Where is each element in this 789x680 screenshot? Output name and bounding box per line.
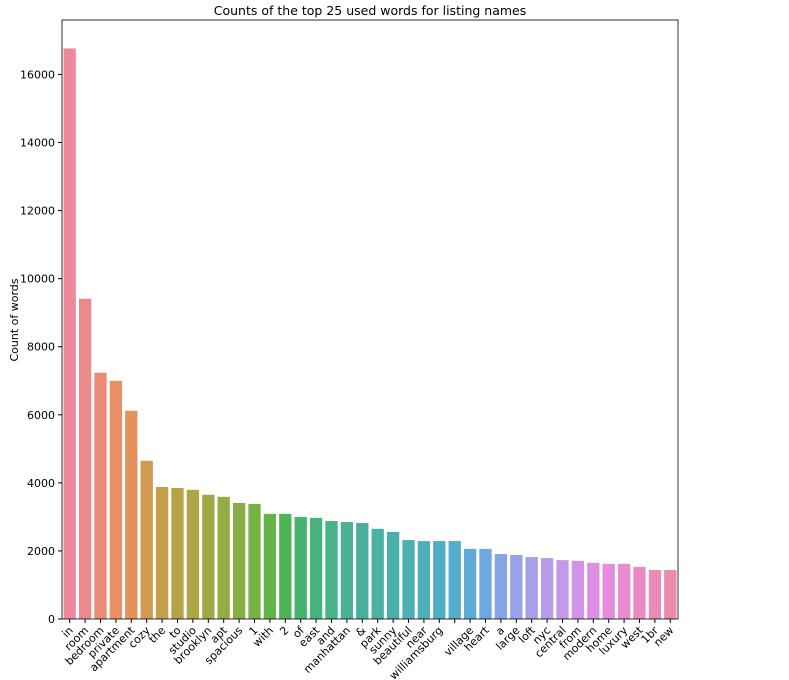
bar bbox=[402, 540, 415, 619]
y-tick-label: 10000 bbox=[20, 273, 55, 286]
bar bbox=[294, 516, 307, 619]
y-tick-label: 6000 bbox=[27, 409, 55, 422]
bar bbox=[448, 541, 461, 619]
bar bbox=[617, 563, 631, 619]
bar bbox=[463, 548, 477, 619]
y-tick-label: 2000 bbox=[27, 545, 55, 558]
bar bbox=[155, 486, 169, 619]
bar bbox=[356, 523, 369, 619]
y-tick-label: 8000 bbox=[27, 341, 55, 354]
bar bbox=[540, 558, 554, 619]
bar bbox=[556, 560, 569, 619]
y-tick-label: 4000 bbox=[27, 477, 55, 490]
plot-frame bbox=[61, 19, 679, 620]
bar bbox=[140, 460, 153, 619]
bar bbox=[325, 520, 338, 619]
bar bbox=[510, 555, 523, 619]
bar bbox=[371, 528, 384, 619]
chart-title: Counts of the top 25 used words for list… bbox=[214, 3, 526, 18]
bar bbox=[125, 410, 138, 619]
bar bbox=[263, 513, 277, 619]
bar bbox=[386, 531, 400, 619]
bar bbox=[248, 503, 261, 619]
bar bbox=[602, 563, 615, 619]
bar bbox=[78, 298, 92, 619]
bar bbox=[587, 562, 600, 619]
bar bbox=[525, 557, 538, 619]
bar bbox=[279, 513, 292, 619]
bar bbox=[479, 548, 492, 619]
y-tick-label: 16000 bbox=[20, 68, 55, 81]
bar bbox=[109, 380, 123, 619]
bar bbox=[202, 494, 215, 619]
bar bbox=[664, 569, 677, 619]
y-axis-label: Count of words bbox=[8, 278, 21, 361]
y-tick-label: 0 bbox=[48, 613, 55, 626]
bar bbox=[217, 496, 230, 619]
bar bbox=[309, 517, 323, 619]
bar bbox=[63, 48, 76, 620]
bar bbox=[633, 566, 646, 619]
y-tick-label: 12000 bbox=[20, 205, 55, 218]
bar bbox=[648, 569, 662, 619]
y-tick-label: 14000 bbox=[20, 137, 55, 150]
bar bbox=[571, 560, 585, 619]
bar bbox=[417, 541, 431, 619]
bar bbox=[171, 487, 184, 619]
bar bbox=[186, 489, 200, 619]
bar bbox=[94, 372, 107, 619]
bar bbox=[340, 522, 354, 619]
x-tick-label: the bbox=[146, 624, 168, 646]
bar bbox=[232, 502, 246, 619]
bar bbox=[433, 541, 446, 619]
bar bbox=[494, 553, 508, 619]
